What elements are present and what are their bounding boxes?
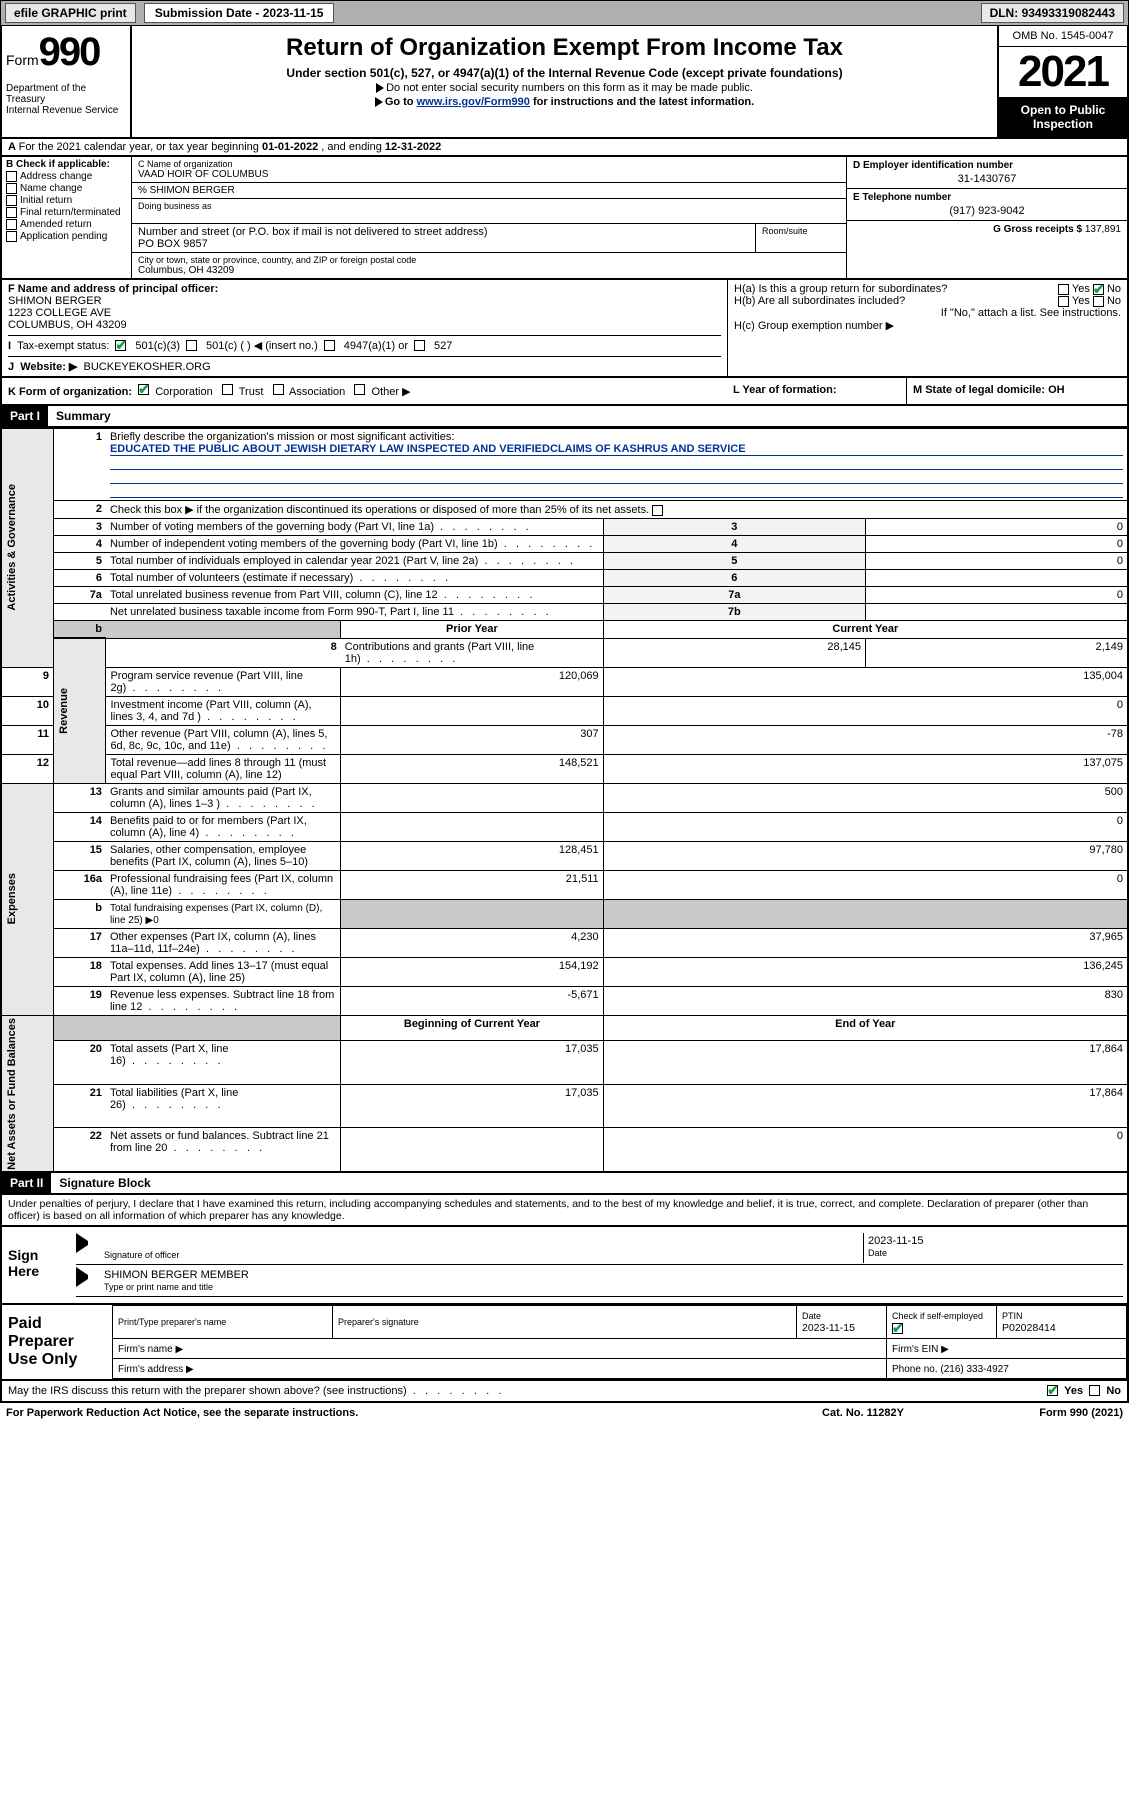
website: BUCKEYEKOSHER.ORG (84, 361, 211, 373)
chk-hb-yes[interactable] (1058, 296, 1069, 307)
chk-ha-no[interactable] (1093, 284, 1104, 295)
irs-discuss-row: May the IRS discuss this return with the… (0, 1381, 1129, 1403)
chk-501c[interactable] (186, 340, 197, 351)
top-toolbar: efile GRAPHIC print Submission Date - 20… (0, 0, 1129, 26)
chk-name-change[interactable] (6, 183, 17, 194)
open-public: Open to Public Inspection (999, 97, 1127, 137)
paid-preparer: Paid Preparer Use Only Print/Type prepar… (0, 1305, 1129, 1381)
part-ii-header: Part IISignature Block (0, 1173, 1129, 1195)
year-formation: L Year of formation: (727, 378, 907, 404)
tax-year: 2021 (999, 47, 1127, 97)
chk-other[interactable] (354, 384, 365, 395)
org-info-block: B Check if applicable: Address change Na… (0, 157, 1129, 280)
chk-hb-no[interactable] (1093, 296, 1104, 307)
side-expenses: Expenses (6, 873, 18, 924)
form-subtitle: Under section 501(c), 527, or 4947(a)(1)… (140, 66, 989, 80)
org-name: VAAD HOIR OF COLUMBUS (138, 169, 840, 180)
street: PO BOX 9857 (138, 238, 749, 250)
submission-date: Submission Date - 2023-11-15 (144, 3, 335, 23)
officer-name: SHIMON BERGER (8, 295, 721, 307)
form-header: Form990 Department of the Treasury Inter… (0, 26, 1129, 139)
firm-phone: Phone no. (216) 333-4927 (892, 1364, 1009, 1375)
omb-number: OMB No. 1545-0047 (999, 26, 1127, 47)
sign-here: Sign Here Signature of officer 2023-11-1… (0, 1227, 1129, 1305)
chk-4947[interactable] (324, 340, 335, 351)
chk-corp[interactable] (138, 384, 149, 395)
chk-self-employed[interactable] (892, 1323, 903, 1334)
chk-discuss-no[interactable] (1089, 1385, 1100, 1396)
state-domicile: M State of legal domicile: OH (907, 378, 1127, 404)
city-state-zip: Columbus, OH 43209 (138, 265, 840, 276)
form-footer: For Paperwork Reduction Act Notice, see … (0, 1403, 1129, 1423)
sign-arrow-icon (76, 1267, 96, 1287)
side-governance: Activities & Governance (6, 484, 18, 611)
section-j: J Website: ▶ BUCKEYEKOSHER.ORG (8, 356, 721, 373)
ptin: P02028414 (1002, 1322, 1056, 1334)
side-net-assets: Net Assets or Fund Balances (6, 1018, 18, 1170)
chk-discuss-yes[interactable] (1047, 1385, 1058, 1396)
chk-ha-yes[interactable] (1058, 284, 1069, 295)
side-revenue: Revenue (58, 688, 70, 734)
chk-assoc[interactable] (273, 384, 284, 395)
telephone: (917) 923-9042 (853, 203, 1121, 217)
chk-527[interactable] (414, 340, 425, 351)
perjury-declaration: Under penalties of perjury, I declare th… (0, 1195, 1129, 1227)
section-k: K Form of organization: Corporation Trus… (0, 378, 1129, 406)
chk-amended[interactable] (6, 219, 17, 230)
efile-button[interactable]: efile GRAPHIC print (5, 3, 136, 23)
form-title: Return of Organization Exempt From Incom… (140, 34, 989, 62)
section-f-h: F Name and address of principal officer:… (0, 280, 1129, 378)
part-i-header: Part ISummary (0, 406, 1129, 428)
gross-receipts: 137,891 (1085, 224, 1121, 235)
chk-initial-return[interactable] (6, 195, 17, 206)
section-i: ITax-exempt status: 501(c)(3) 501(c) ( )… (8, 335, 721, 352)
dln: DLN: 93493319082443 (981, 3, 1124, 23)
chk-discontinued[interactable] (652, 505, 663, 516)
mission-text: EDUCATED THE PUBLIC ABOUT JEWISH DIETARY… (110, 443, 1123, 456)
chk-trust[interactable] (222, 384, 233, 395)
section-b: B Check if applicable: Address change Na… (2, 157, 132, 278)
dept-treasury: Department of the Treasury Internal Reve… (6, 83, 126, 116)
chk-app-pending[interactable] (6, 231, 17, 242)
section-d-g: D Employer identification number31-14307… (847, 157, 1127, 278)
form-number: Form990 (6, 30, 126, 75)
part-i-table: Activities & Governance 1 Briefly descri… (0, 428, 1129, 1173)
chk-501c3[interactable] (115, 340, 126, 351)
sign-arrow-icon (76, 1233, 96, 1253)
officer-name-title: SHIMON BERGER MEMBER (104, 1269, 249, 1281)
irs-link[interactable]: www.irs.gov/Form990 (417, 96, 530, 108)
ein: 31-1430767 (853, 171, 1121, 185)
note-link: Go to www.irs.gov/Form990 for instructio… (140, 96, 989, 108)
sign-date: 2023-11-15 (868, 1235, 923, 1247)
chk-address-change[interactable] (6, 171, 17, 182)
section-a: A For the 2021 calendar year, or tax yea… (0, 139, 1129, 157)
care-of: % SHIMON BERGER (138, 185, 840, 196)
note-ssn: Do not enter social security numbers on … (140, 82, 989, 94)
chk-final-return[interactable] (6, 207, 17, 218)
section-c: C Name of organizationVAAD HOIR OF COLUM… (132, 157, 847, 278)
